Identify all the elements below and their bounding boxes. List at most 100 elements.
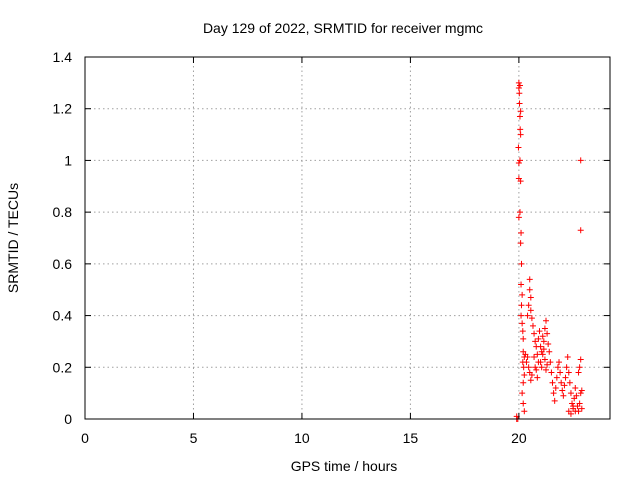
data-point [544, 361, 551, 368]
data-point [531, 353, 538, 360]
data-point [572, 384, 579, 391]
data-point [540, 346, 547, 353]
data-point [576, 400, 583, 407]
data-point [577, 390, 584, 397]
data-point [516, 100, 523, 107]
data-point [567, 390, 574, 397]
data-point [577, 227, 584, 234]
data-point [516, 90, 523, 97]
data-point [515, 144, 522, 151]
data-point [516, 82, 523, 89]
data-point [539, 333, 546, 340]
data-point [532, 364, 539, 371]
data-point [526, 276, 533, 283]
data-point [566, 379, 573, 386]
y-tick-label: 1.2 [53, 101, 73, 117]
data-point [576, 364, 583, 371]
x-tick-label: 15 [403, 430, 419, 446]
data-point [570, 403, 577, 410]
data-point [539, 351, 546, 358]
data-point [557, 369, 564, 376]
data-point [532, 338, 539, 345]
data-point [528, 315, 535, 322]
data-point [563, 364, 570, 371]
data-point [527, 294, 534, 301]
data-point [541, 325, 548, 332]
data-point [578, 405, 585, 412]
data-point [560, 392, 567, 399]
x-tick-label: 0 [81, 430, 89, 446]
y-tick-label: 0.6 [53, 256, 73, 272]
data-point [551, 397, 558, 404]
data-point [550, 390, 557, 397]
data-point [517, 131, 524, 138]
data-point [577, 356, 584, 363]
data-point [516, 209, 523, 216]
data-point [567, 410, 574, 417]
data-point [528, 372, 535, 379]
data-point [517, 126, 524, 133]
data-point [518, 312, 525, 319]
data-point [554, 364, 561, 371]
data-point [515, 160, 522, 167]
data-point [534, 351, 541, 358]
data-point [516, 113, 523, 120]
data-point [533, 366, 540, 373]
data-point [517, 178, 524, 185]
data-point [518, 302, 525, 309]
data-point [517, 240, 524, 247]
data-point [518, 229, 525, 236]
data-points [513, 79, 585, 422]
data-point [521, 408, 528, 415]
data-point [526, 286, 533, 293]
chart-title: Day 129 of 2022, SRMTID for receiver mgm… [203, 20, 483, 36]
data-point [561, 382, 568, 389]
plot-frame [84, 56, 611, 420]
data-point [543, 317, 550, 324]
y-tick-label: 0.4 [53, 308, 73, 324]
data-point [573, 392, 580, 399]
data-point [546, 348, 553, 355]
data-point [540, 338, 547, 345]
data-point [559, 387, 566, 394]
data-point [543, 366, 550, 373]
data-point [515, 214, 522, 221]
data-point [520, 400, 527, 407]
y-tick-label: 0.8 [53, 204, 73, 220]
data-point [578, 387, 585, 394]
data-point [544, 330, 551, 337]
data-point [524, 353, 531, 360]
data-point [535, 335, 542, 342]
data-point [531, 330, 538, 337]
y-axis-label: SRMTID / TECUs [5, 183, 21, 293]
data-point [518, 281, 525, 288]
data-point [569, 400, 576, 407]
data-point [517, 108, 524, 115]
y-tick-label: 0.2 [53, 359, 73, 375]
data-point [519, 328, 526, 335]
data-point [537, 343, 544, 350]
data-point [538, 364, 545, 371]
x-axis-label: GPS time / hours [291, 458, 398, 474]
data-point [577, 157, 584, 164]
data-point [527, 307, 534, 314]
data-point [545, 341, 552, 348]
data-point [524, 312, 531, 319]
data-point [534, 374, 541, 381]
data-point [518, 260, 525, 267]
data-point [527, 377, 534, 384]
y-tick-label: 0 [64, 411, 72, 427]
data-point [515, 79, 522, 86]
data-point [541, 356, 548, 363]
data-point [553, 374, 560, 381]
axis-ticks: 0 5 10 15 20 0 0.2 0.4 0.6 0.8 1 1.2 1.4 [53, 49, 610, 446]
data-point [547, 359, 554, 366]
data-point [519, 390, 526, 397]
data-point [558, 379, 565, 386]
data-point [537, 359, 544, 366]
data-point [572, 408, 579, 415]
data-point [525, 364, 532, 371]
data-point [515, 85, 522, 92]
x-tick-label: 20 [511, 430, 527, 446]
